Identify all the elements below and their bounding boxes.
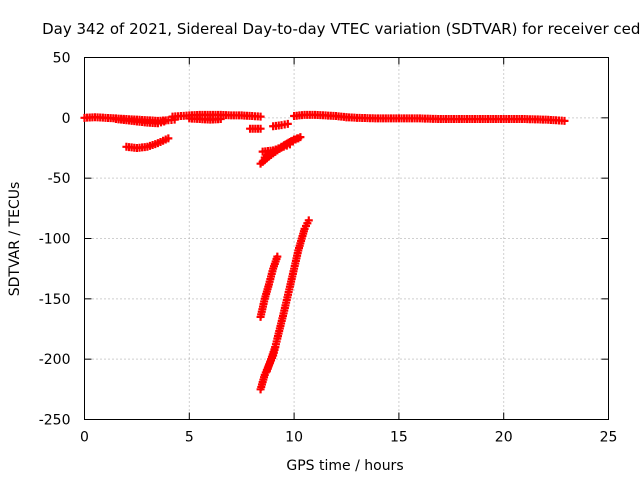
series-arc-10-12	[290, 110, 351, 122]
x-tick-label: 15	[390, 430, 408, 446]
y-tick-label: -150	[39, 292, 71, 308]
y-tick-label: -100	[39, 232, 71, 248]
grid-lines	[84, 57, 609, 420]
data-point	[304, 216, 313, 225]
series-arc-steep-a	[256, 252, 282, 321]
data-point	[271, 343, 280, 352]
data-point	[164, 134, 173, 143]
data-points	[80, 110, 569, 394]
series-arc-low-2-4	[122, 134, 173, 152]
y-tick-label: 0	[62, 111, 71, 127]
series-arc-8.4-10.3-b	[260, 134, 303, 162]
x-tick-label: 0	[80, 430, 89, 446]
axis-ticks: 0 5 10 15 20 25 50 0 -50 -100 -150 -200 -250	[39, 51, 618, 446]
y-tick-label: 50	[53, 51, 71, 67]
series-arc-8-8.4	[246, 124, 265, 133]
series-arc-12-23	[342, 113, 569, 125]
x-tick-label: 5	[185, 430, 194, 446]
data-point	[160, 117, 169, 126]
x-tick-label: 25	[600, 430, 618, 446]
data-point	[256, 124, 265, 133]
x-axis-label: GPS time / hours	[286, 458, 403, 474]
data-point	[216, 115, 225, 124]
data-point	[560, 116, 569, 125]
x-tick-label: 20	[495, 430, 513, 446]
series-arc-dip-1.5-3.8	[111, 115, 169, 128]
data-point	[273, 252, 282, 261]
y-tick-label: -200	[39, 352, 71, 368]
chart-title: Day 342 of 2021, Sidereal Day-to-day VTE…	[42, 20, 640, 38]
y-tick-label: -250	[39, 413, 71, 429]
data-point	[256, 112, 265, 121]
y-axis-label: SDTVAR / TECUs	[7, 182, 23, 297]
series-arc-9-9.8	[269, 119, 292, 131]
data-point	[294, 134, 303, 143]
series-arc-5-6	[185, 114, 225, 124]
series-arc-4-8.4	[168, 110, 265, 121]
y-tick-label: -50	[48, 171, 71, 187]
plot-frame	[84, 57, 609, 420]
x-tick-label: 10	[285, 430, 303, 446]
data-point	[283, 119, 292, 128]
series-arc-steep-c	[262, 343, 280, 376]
